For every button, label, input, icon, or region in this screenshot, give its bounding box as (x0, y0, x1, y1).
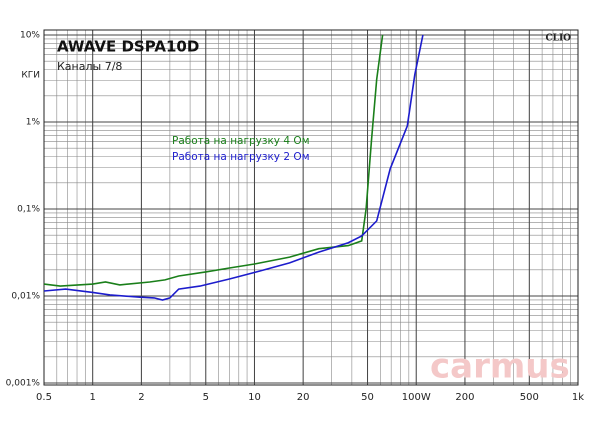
x-tick-label: 500 (520, 392, 539, 403)
x-tick-label: 1 (90, 392, 96, 403)
x-tick-label: 0.5 (36, 392, 52, 403)
y-tick-label: 0,1% (17, 205, 40, 215)
y-tick-label: 0,001% (6, 379, 41, 389)
y-tick-label: 1% (26, 118, 41, 128)
grid (43, 30, 579, 385)
x-tick-label: 100W (402, 392, 431, 403)
y-tick-label: 0,01% (11, 292, 40, 302)
x-tick-label: 2 (138, 392, 144, 403)
y-tick-label: 10% (20, 31, 40, 41)
legend-entry: Работа на нагрузку 4 Ом (172, 135, 310, 147)
chart-subtitle: Каналы 7/8 (57, 60, 122, 73)
x-tick-label: 200 (455, 392, 474, 403)
x-tick-label: 50 (361, 392, 374, 403)
x-tick-label: 20 (297, 392, 310, 403)
series-line (44, 34, 384, 287)
watermark: carmus (430, 347, 570, 387)
x-tick-label: 1k (572, 392, 584, 403)
x-tick-label: 5 (203, 392, 209, 403)
brand: CLIO (545, 34, 571, 44)
series-line (44, 34, 424, 301)
chart-title: AWAVE DSPA10D (57, 38, 199, 56)
plot-frame (43, 29, 579, 386)
legend-entry: Работа на нагрузку 2 Ом (172, 151, 310, 163)
x-tick-label: 10 (248, 392, 261, 403)
y-axis-label: КГИ (21, 71, 40, 81)
